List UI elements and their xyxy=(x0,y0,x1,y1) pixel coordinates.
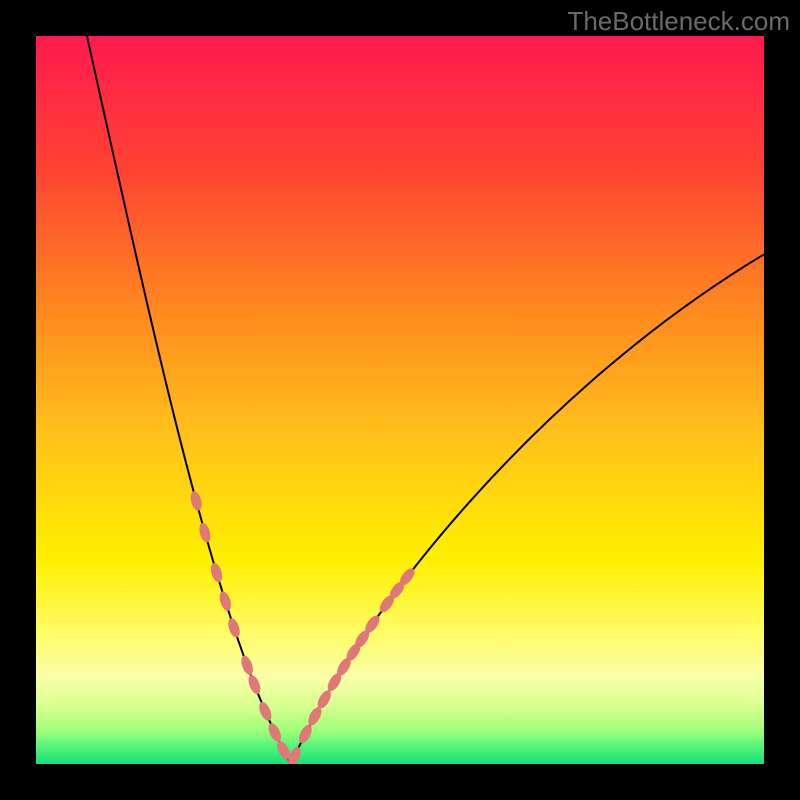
watermark-text: TheBottleneck.com xyxy=(567,6,790,37)
bottleneck-curve-chart xyxy=(36,36,764,764)
stage: TheBottleneck.com xyxy=(0,0,800,800)
plot-area xyxy=(36,36,764,764)
gradient-background xyxy=(36,36,764,764)
